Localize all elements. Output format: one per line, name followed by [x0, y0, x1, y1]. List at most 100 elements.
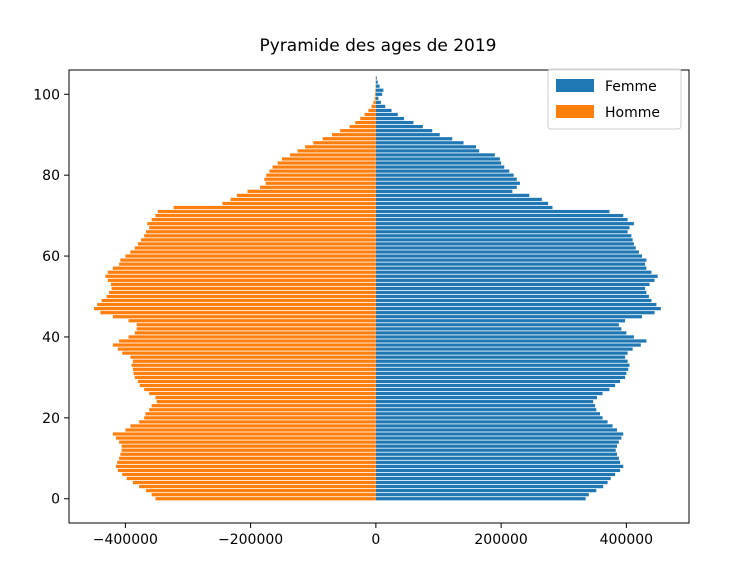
bar-femme-age-27	[375, 387, 610, 392]
bar-femme-age-88	[375, 141, 464, 145]
bar-femme-age-81	[375, 169, 510, 173]
bar-homme-age-21	[145, 412, 376, 416]
y-tick-label: 100	[33, 87, 60, 103]
x-tick-label: 200000	[474, 532, 527, 548]
bar-femme-age-93	[375, 120, 414, 125]
bar-homme-age-11	[120, 452, 376, 456]
bar-femme-age-67	[375, 226, 630, 230]
x-tick-label: 0	[371, 532, 380, 548]
bar-femme-age-10	[375, 456, 619, 460]
bar-homme-age-9	[117, 460, 376, 464]
series-femme-bars	[375, 76, 661, 501]
bar-femme-age-58	[375, 262, 646, 266]
series-homme-bars	[94, 76, 377, 501]
bar-femme-age-54	[375, 278, 655, 282]
bar-homme-age-15	[115, 436, 376, 440]
bar-femme-age-39	[375, 339, 647, 343]
bar-homme-age-64	[141, 238, 376, 242]
bar-homme-age-59	[120, 258, 376, 262]
bar-homme-age-52	[111, 286, 376, 291]
bar-homme-age-28	[139, 383, 376, 388]
bar-homme-age-92	[349, 125, 376, 129]
y-tick-label: 40	[42, 330, 60, 346]
bar-femme-age-5	[375, 476, 611, 481]
bar-femme-age-1	[375, 493, 589, 497]
bar-femme-age-38	[375, 343, 641, 347]
bar-femme-age-13	[375, 444, 617, 448]
bar-femme-age-14	[375, 440, 619, 444]
bar-homme-age-93	[355, 120, 376, 125]
y-tick-label: 0	[51, 492, 60, 508]
bar-femme-age-66	[375, 230, 628, 234]
bar-homme-age-97	[371, 104, 376, 109]
bar-femme-age-48	[375, 302, 657, 307]
bar-femme-age-56	[375, 270, 652, 274]
bar-femme-age-89	[375, 137, 453, 141]
bar-femme-age-8	[375, 464, 624, 468]
bar-femme-age-26	[375, 391, 603, 396]
bar-homme-age-60	[125, 254, 376, 258]
bar-homme-age-70	[155, 213, 376, 218]
bar-homme-age-75	[236, 193, 376, 198]
bar-femme-age-95	[375, 112, 398, 117]
bar-femme-age-101	[375, 88, 384, 92]
bar-homme-age-76	[247, 189, 376, 193]
bar-femme-age-70	[375, 213, 624, 218]
bar-homme-age-27	[144, 387, 376, 392]
bar-femme-age-12	[375, 448, 616, 452]
bar-homme-age-78	[265, 181, 376, 185]
bar-femme-age-24	[375, 400, 594, 404]
bar-femme-age-43	[375, 323, 619, 327]
bar-homme-age-67	[149, 226, 376, 230]
bar-femme-age-59	[375, 258, 647, 262]
bar-femme-age-4	[375, 480, 608, 485]
bar-femme-age-51	[375, 290, 647, 295]
bar-homme-age-3	[139, 484, 376, 489]
bar-homme-age-61	[130, 250, 376, 254]
bar-homme-age-47	[94, 307, 376, 311]
bar-homme-age-63	[137, 242, 376, 246]
bar-femme-age-86	[375, 149, 480, 153]
legend-label-homme: Homme	[605, 105, 660, 121]
bar-homme-age-35	[130, 355, 376, 359]
bar-homme-age-101	[375, 88, 376, 92]
bar-femme-age-83	[375, 161, 502, 165]
bar-homme-age-82	[272, 165, 376, 169]
bar-homme-age-24	[156, 400, 376, 404]
bar-homme-age-50	[106, 294, 376, 299]
bar-femme-age-15	[375, 436, 622, 440]
x-tick-label: −400000	[93, 532, 158, 548]
bar-femme-age-85	[375, 153, 495, 157]
bar-homme-age-44	[128, 319, 376, 323]
bar-femme-age-28	[375, 383, 616, 388]
bar-homme-age-34	[132, 359, 376, 363]
x-tick-label: 400000	[600, 532, 653, 548]
legend-label-femme: Femme	[605, 79, 657, 95]
bar-homme-age-17	[125, 428, 376, 432]
bar-femme-age-31	[375, 371, 627, 375]
bar-homme-age-66	[146, 230, 376, 234]
bar-homme-age-36	[122, 351, 376, 355]
bar-homme-age-0	[155, 497, 376, 501]
bar-homme-age-88	[313, 141, 376, 145]
bar-femme-age-87	[375, 145, 477, 149]
bar-femme-age-75	[375, 193, 530, 198]
bar-homme-age-4	[132, 480, 376, 485]
bar-femme-age-62	[375, 246, 636, 250]
bar-homme-age-29	[137, 379, 376, 384]
bar-homme-age-90	[332, 133, 376, 137]
bar-femme-age-30	[375, 375, 626, 380]
x-tick-label: −200000	[218, 532, 283, 548]
bar-femme-age-61	[375, 250, 639, 254]
bar-femme-age-104	[375, 76, 377, 80]
bar-femme-age-32	[375, 367, 629, 371]
bar-homme-age-72	[173, 205, 376, 210]
bar-homme-age-94	[360, 116, 376, 121]
bar-homme-age-95	[364, 112, 376, 117]
bar-homme-age-16	[112, 432, 376, 436]
bar-femme-age-65	[375, 234, 632, 238]
bar-femme-age-64	[375, 238, 633, 242]
bar-homme-age-85	[290, 153, 376, 157]
bar-homme-age-51	[109, 290, 376, 295]
